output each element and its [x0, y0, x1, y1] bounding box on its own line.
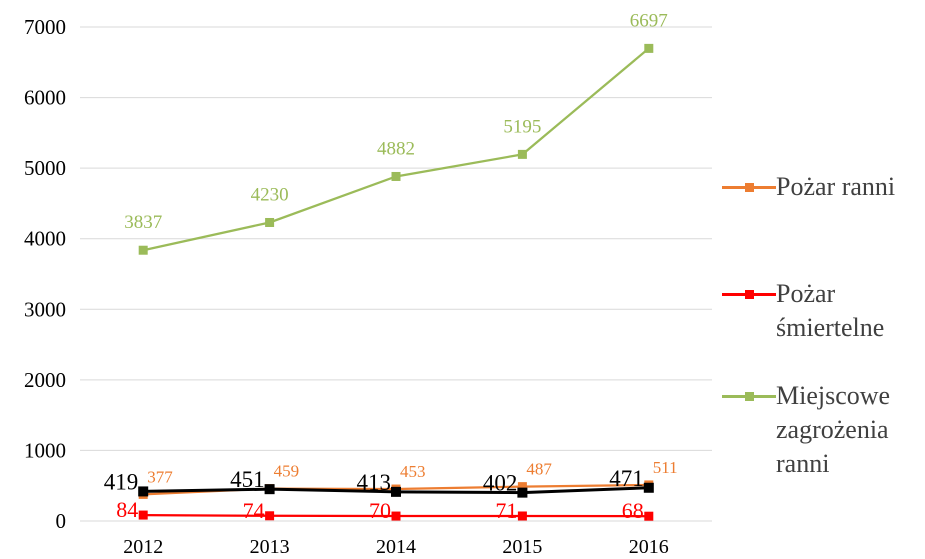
- x-axis-ticks: 2012 2013 2014 2015 2016: [123, 536, 669, 558]
- x-tick-label: 2013: [250, 536, 290, 558]
- data-point: [138, 486, 149, 497]
- data-label: 511: [653, 458, 678, 477]
- data-label: 3837: [124, 212, 162, 233]
- data-label: 5195: [503, 116, 541, 137]
- series-layer: [138, 43, 654, 521]
- data-point: [517, 149, 527, 159]
- y-tick-label: 7000: [24, 15, 66, 39]
- y-tick-label: 6000: [24, 86, 66, 110]
- data-point: [643, 482, 654, 493]
- data-point: [391, 486, 401, 497]
- x-tick-label: 2015: [502, 536, 542, 558]
- data-point: [138, 510, 148, 520]
- y-tick-label: 1000: [24, 438, 66, 462]
- data-point: [644, 43, 654, 53]
- y-tick-label: 3000: [24, 297, 66, 321]
- legend-item-pozar-ranni[interactable]: Pożar ranni: [722, 170, 922, 204]
- legend-marker-icon: [722, 170, 776, 204]
- y-tick-label: 2000: [24, 368, 66, 392]
- y-axis-ticks: 0 1000 2000 3000 4000 5000 6000 7000: [24, 15, 66, 533]
- data-point: [391, 171, 401, 181]
- data-label: 4882: [377, 138, 415, 159]
- data-label: 71: [495, 498, 517, 523]
- legend-item-pozar-smiertelne[interactable]: Pożar śmiertelne: [722, 277, 922, 345]
- legend-label: Pożar śmiertelne: [776, 279, 885, 342]
- data-point: [138, 245, 148, 255]
- data-label: 459: [274, 462, 300, 481]
- x-tick-label: 2012: [123, 536, 163, 558]
- data-label: 68: [622, 498, 644, 523]
- data-label: 4230: [251, 184, 289, 205]
- data-point: [517, 482, 527, 492]
- data-label: 377: [147, 467, 173, 486]
- data-label: 451: [230, 467, 265, 492]
- data-labels-layer: 377 459 453 487 511 84 74 70 71 68 3837 4230 4882 519…: [104, 10, 678, 523]
- y-tick-label: 0: [56, 509, 67, 533]
- data-label: 487: [526, 460, 552, 479]
- y-tick-label: 5000: [24, 156, 66, 180]
- data-point: [644, 511, 654, 521]
- data-label: 453: [400, 462, 426, 481]
- data-label: 84: [116, 497, 138, 522]
- legend-marker-icon: [722, 379, 776, 413]
- data-point: [265, 511, 275, 521]
- data-label: 70: [369, 498, 391, 523]
- data-point: [264, 484, 275, 495]
- data-point: [391, 511, 401, 521]
- data-label: 471: [609, 466, 644, 491]
- data-label: 6697: [630, 10, 668, 31]
- x-tick-label: 2016: [629, 536, 669, 558]
- legend: Pożar ranni Pożar śmiertelne Miejscowe z…: [722, 170, 922, 481]
- data-point: [265, 217, 275, 227]
- data-point: [517, 487, 528, 498]
- x-tick-label: 2014: [376, 536, 416, 558]
- data-point: [517, 511, 527, 521]
- legend-item-miejscowe-zagrozenia-ranni[interactable]: Miejscowe zagrożenia ranni: [722, 379, 922, 481]
- data-label: 413: [357, 470, 392, 495]
- data-label: 74: [243, 498, 265, 523]
- legend-label: Pożar ranni: [776, 172, 896, 201]
- legend-marker-icon: [722, 277, 776, 311]
- legend-label: Miejscowe zagrożenia ranni: [776, 381, 891, 478]
- gridlines: [80, 26, 712, 522]
- y-tick-label: 4000: [24, 227, 66, 251]
- data-label: 419: [104, 469, 139, 494]
- data-label: 402: [483, 471, 518, 496]
